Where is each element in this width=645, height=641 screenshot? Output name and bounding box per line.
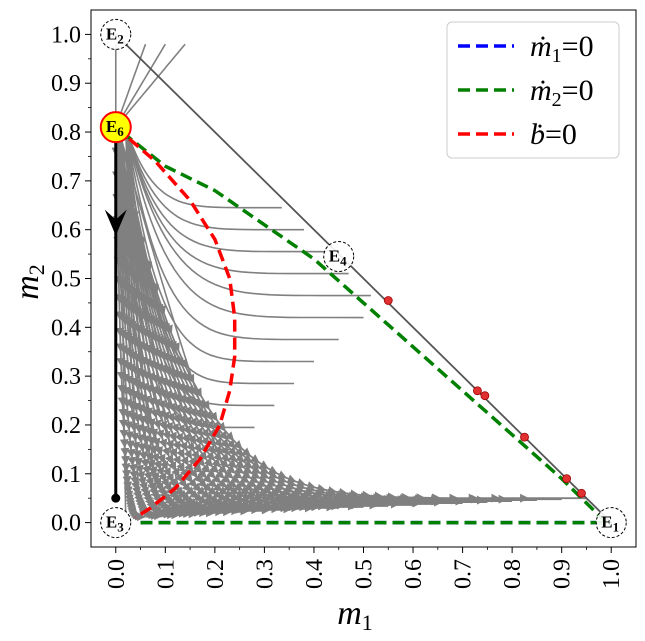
critical-point (383, 296, 393, 305)
trajectory-arrow (104, 209, 127, 236)
x-tick-label: 0.5 (352, 559, 378, 589)
equilibrium-label: E6 (106, 117, 124, 139)
critical-point (480, 391, 490, 401)
x-tick-label: 0.9 (550, 559, 576, 589)
streamline (124, 127, 314, 363)
x-tick-label: 0.3 (252, 559, 278, 589)
streamline (124, 127, 295, 385)
legend: ṁ1=0 ṁ2=0 ḃ=0 (446, 21, 620, 159)
equilibrium-label: E1 (601, 513, 619, 535)
x-axis-label: m1 (337, 595, 373, 635)
streamline (124, 127, 235, 451)
critical-point (562, 474, 572, 484)
streamline (124, 127, 371, 297)
y-tick-label: 0.7 (51, 169, 81, 195)
streamline (119, 136, 162, 513)
x-tick-label: 0.4 (302, 559, 328, 589)
streamlines (111, 43, 587, 522)
y-tick-label: 0.4 (51, 315, 81, 341)
streamline (119, 136, 127, 513)
x-tick-label: 0.0 (104, 559, 130, 589)
x-tick-label: 0.2 (203, 559, 229, 589)
x-axis: 0.0 0.1 0.2 0.3 0.4 0.5 0.6 0.7 0.8 0.9 1.0 (104, 547, 625, 589)
critical-point (520, 432, 529, 442)
streamline (119, 136, 186, 514)
y-tick-label: 0.9 (51, 71, 81, 97)
equilibrium-label: E2 (106, 24, 124, 46)
equilibrium-marker (99, 111, 132, 144)
streamline (124, 126, 327, 253)
streamline (115, 43, 186, 128)
x-tick-label: 0.6 (401, 559, 427, 589)
equilibrium-marker (323, 241, 355, 273)
x-tick-label: 0.7 (451, 559, 477, 589)
critical-point (473, 386, 482, 396)
streamline (119, 136, 216, 514)
equilibrium-marker (595, 507, 627, 539)
series-line-2 (114, 125, 237, 520)
streamline (124, 127, 255, 429)
x-tick-label: 1.0 (599, 559, 625, 589)
streamline (124, 127, 364, 319)
equilibria-layer: E2 E6 E4 E3 E1 (99, 18, 627, 539)
y-axis-label-sub: 2 (24, 264, 49, 275)
series-layer (104, 33, 612, 525)
y-tick-label: 0.2 (51, 413, 81, 439)
simplex-boundary (115, 33, 612, 524)
x-tick-label: 0.1 (153, 559, 179, 589)
streamline (124, 127, 339, 341)
streamline (119, 136, 142, 513)
critical-point (577, 488, 586, 498)
legend-box (446, 21, 620, 159)
y-axis-label: m2 (9, 264, 49, 300)
equilibrium-label: E4 (329, 247, 347, 269)
equilibrium-label: E3 (106, 513, 124, 535)
y-tick-label: 0.1 (51, 462, 81, 488)
legend-label: ṁ1=0 (530, 30, 594, 67)
streamline (114, 127, 587, 503)
streamline (124, 127, 275, 407)
y-axis: 0.0 0.1 0.2 0.3 0.4 0.5 0.6 0.7 0.8 0.9 1.0 (51, 22, 91, 537)
streamline (115, 43, 166, 128)
y-tick-label: 1.0 (51, 22, 81, 48)
x-axis-label-sub: 1 (362, 610, 373, 635)
streamline (124, 126, 349, 275)
trajectory-endpoint (111, 493, 121, 503)
streamline (124, 126, 304, 231)
y-tick-label: 0.0 (51, 511, 81, 537)
streamline (124, 127, 195, 495)
streamline (124, 126, 282, 209)
equilibrium-marker (100, 507, 132, 539)
legend-label: ṁ2=0 (530, 74, 594, 111)
y-tick-label: 0.5 (51, 267, 81, 293)
legend-label: ḃ=0 (530, 118, 577, 151)
y-tick-label: 0.6 (51, 218, 81, 244)
points-layer (383, 296, 586, 498)
x-tick-label: 0.8 (500, 559, 526, 589)
equilibrium-marker (100, 18, 132, 50)
y-tick-label: 0.3 (51, 364, 81, 390)
y-tick-label: 0.8 (51, 120, 81, 146)
streamline (119, 136, 246, 514)
